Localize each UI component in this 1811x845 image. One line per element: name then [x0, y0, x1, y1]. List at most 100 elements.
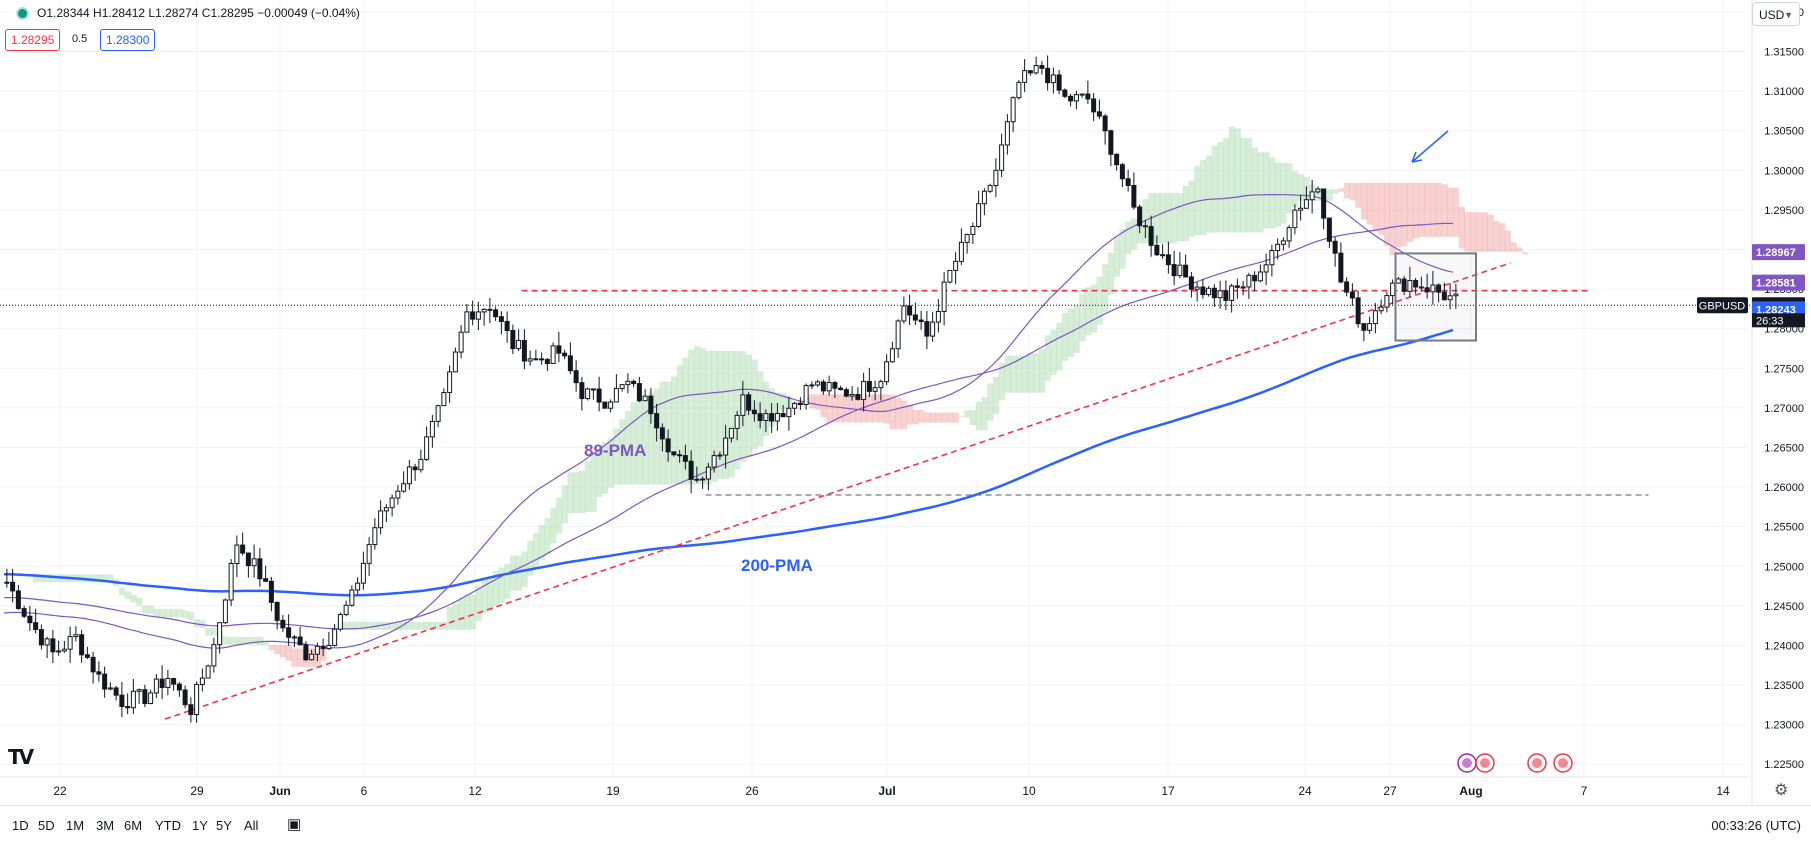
candle-body: [148, 692, 154, 705]
candle-body: [1148, 226, 1154, 246]
range-button-all[interactable]: All: [244, 818, 259, 833]
price-axis[interactable]: 1.22500 1.23000 1.23500 1.24000 1.24500 1.250…: [1697, 0, 1805, 805]
candle: [780, 405, 786, 418]
candle: [746, 391, 752, 416]
range-button-3m[interactable]: 3M: [96, 818, 115, 833]
price-label-bg: [1752, 274, 1805, 291]
currency-select[interactable]: USD ▼: [1752, 2, 1800, 26]
candle: [372, 518, 378, 550]
market-status-icon: [18, 9, 27, 18]
range-button-ytd[interactable]: YTD: [155, 818, 181, 833]
cloud-segment: [222, 636, 229, 645]
candle: [1010, 96, 1016, 133]
cloud-segment: [469, 594, 476, 630]
candle: [493, 306, 499, 321]
candle-body: [1390, 282, 1396, 297]
cloud-segment: [343, 621, 350, 630]
candle-body: [987, 185, 993, 192]
x-tick-label: 22: [53, 784, 67, 798]
candle: [38, 624, 44, 650]
cloud-segment: [1424, 182, 1431, 237]
candle-body: [332, 628, 338, 646]
cloud-segment: [1240, 137, 1247, 233]
tradingview-logo[interactable]: TV: [8, 745, 34, 769]
economic-events[interactable]: [1457, 753, 1573, 773]
range-button-5d[interactable]: 5D: [38, 818, 55, 833]
cloud-segment: [1090, 284, 1097, 333]
cloud-segment: [964, 410, 971, 418]
event-flag-icon[interactable]: [1457, 753, 1477, 773]
range-button-6m[interactable]: 6M: [124, 818, 143, 833]
candle-body: [728, 427, 734, 439]
range-button-1d[interactable]: 1D: [12, 818, 29, 833]
cloud-segment: [38, 574, 45, 583]
x-tick-label: 26: [745, 784, 759, 798]
cloud-segment: [567, 472, 574, 514]
candle: [389, 494, 395, 517]
candle-body: [360, 562, 366, 584]
y-tick-label: 1.27500: [1764, 363, 1804, 375]
candle: [1453, 283, 1459, 309]
arrow-icon: [1411, 130, 1449, 163]
candle-body: [1142, 225, 1148, 228]
price-chart[interactable]: 89-PMA 200-PMA 1.22500 1.23000 1.23500 1.240…: [0, 0, 1811, 805]
candle-body: [470, 311, 476, 320]
cloud-segment: [1056, 322, 1063, 371]
x-tick-label: 6: [361, 784, 368, 798]
cloud-segment: [1205, 155, 1212, 233]
cloud-segment: [1194, 165, 1201, 236]
calendar-icon[interactable]: ▣: [287, 816, 302, 833]
event-flag-icon[interactable]: [1475, 753, 1495, 773]
candle-body: [757, 413, 763, 422]
candle-body: [723, 437, 729, 456]
sell-price-button[interactable]: 1.28295: [5, 29, 61, 51]
candle-body: [1269, 250, 1275, 266]
candle-body: [33, 622, 39, 630]
gear-icon[interactable]: ⚙: [1774, 782, 1789, 799]
cloud-segment: [1361, 182, 1368, 220]
candle-body: [222, 599, 228, 624]
candle: [815, 379, 821, 388]
cloud-segment: [50, 574, 57, 583]
cloud-segment: [648, 392, 655, 485]
candle-body: [797, 402, 803, 406]
candle: [820, 379, 826, 395]
cloud-segment: [285, 644, 292, 661]
cloud-segment: [475, 585, 482, 622]
event-flag-icon[interactable]: [1527, 753, 1547, 773]
range-button-5y[interactable]: 5Y: [216, 818, 232, 833]
candle-body: [769, 413, 775, 422]
cloud-segment: [354, 621, 361, 630]
candle-body: [872, 387, 878, 392]
range-button-1m[interactable]: 1M: [66, 818, 85, 833]
highlight-box: [1394, 252, 1477, 342]
candle: [912, 302, 918, 326]
candle: [332, 624, 338, 647]
x-tick-label: Aug: [1459, 784, 1482, 798]
cloud-segment: [1401, 182, 1408, 247]
candle: [481, 308, 487, 326]
candle: [981, 188, 987, 216]
cloud-segment: [504, 563, 511, 600]
candle-body: [234, 544, 240, 564]
utc-clock[interactable]: 00:33:26 (UTC): [1711, 818, 1801, 833]
time-axis[interactable]: 22 29 Jun 6 12 19 26 Jul 10 17 24 27 Aug 7 14: [0, 776, 1748, 798]
candle: [901, 296, 907, 324]
candle-body: [1004, 121, 1010, 146]
cloud-segment: [90, 574, 97, 583]
candle: [619, 384, 625, 392]
cloud-segment: [694, 346, 701, 485]
cloud-segment: [1165, 192, 1172, 244]
candle-body: [1441, 291, 1447, 301]
candle: [849, 386, 855, 401]
candle: [947, 269, 953, 284]
event-flag-icon[interactable]: [1553, 753, 1573, 773]
cloud-segment: [262, 641, 269, 645]
candle: [303, 641, 309, 662]
range-button-1y[interactable]: 1Y: [192, 818, 208, 833]
candle-body: [866, 380, 872, 392]
candle-body: [125, 706, 131, 709]
candle: [4, 568, 10, 588]
buy-price-button[interactable]: 1.28300: [100, 29, 156, 51]
candle-body: [1206, 287, 1212, 296]
